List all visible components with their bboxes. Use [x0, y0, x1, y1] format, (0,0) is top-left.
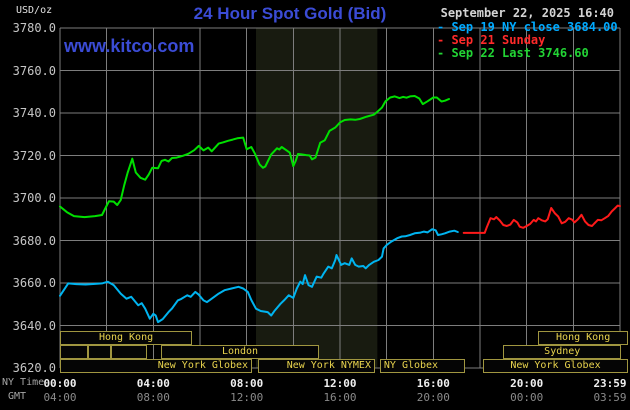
kitco-watermark-link[interactable]: www.kitco.com	[64, 36, 195, 56]
x-tick-gmt: 16:00	[323, 391, 357, 404]
y-axis-label: 3640.0	[12, 318, 56, 333]
x-tick-ny-time: 12:00	[323, 377, 357, 390]
y-axis-label: 3660.0	[12, 276, 56, 290]
legend-item: - Sep 22 Last 3746.60	[437, 46, 589, 60]
session-box-new-york-nymex: New York NYMEX	[258, 359, 375, 373]
x-tick-gmt: 08:00	[136, 391, 170, 404]
legend-item: - Sep 19 NY close 3684.00	[437, 20, 618, 34]
x-tick-gmt: 20:00	[416, 391, 450, 404]
x-tick-gmt: 00:00	[510, 391, 544, 404]
legend-item: - Sep 21 Sunday	[437, 33, 546, 47]
y-axis-label: 3760.0	[12, 63, 56, 78]
session-box-new-york-globex: New York Globex	[60, 359, 253, 373]
series-line-sep-19-ny-close	[59, 228, 459, 324]
x-tick-ny-time: 23:59	[593, 377, 627, 390]
session-box-london: London	[161, 345, 319, 359]
y-axis-label: 3680.0	[12, 233, 56, 248]
x-tick-ny-time: 16:00	[416, 377, 450, 390]
y-axis-label: 3780.0	[12, 21, 56, 35]
gmt-caption: GMT	[8, 391, 27, 402]
y-axis-label: 3740.0	[12, 106, 56, 120]
ny-time-caption: NY Time	[2, 377, 45, 388]
x-tick-ny-time: 00:00	[43, 377, 77, 390]
y-axis-label: 3720.0	[12, 148, 56, 163]
x-tick-ny-time: 20:00	[510, 377, 544, 390]
x-tick-ny-time: 04:00	[136, 377, 170, 390]
x-tick-gmt: 03:59	[593, 391, 627, 404]
session-box-sydney: Sydney	[503, 345, 622, 359]
session-box-hong-kong: Hong Kong	[538, 331, 628, 345]
legend: - Sep 19 NY close 3684.00- Sep 21 Sunday…	[437, 21, 618, 60]
session-box	[60, 345, 88, 359]
session-box-hong-kong: Hong Kong	[60, 331, 193, 345]
session-box	[111, 345, 148, 359]
session-box-new-york-globex: New York Globex	[483, 359, 628, 373]
unit-label: USD/oz	[16, 5, 53, 16]
x-tick-gmt: 04:00	[43, 391, 77, 404]
session-box	[88, 345, 112, 359]
series-line-sep-22-last	[59, 95, 450, 219]
x-tick-gmt: 12:00	[230, 391, 264, 404]
datetime-label: September 22, 2025 16:40	[440, 6, 614, 20]
x-tick-ny-time: 08:00	[230, 377, 264, 390]
session-box-ny-globex: NY Globex	[379, 359, 466, 373]
page-title: 24 Hour Spot Gold (Bid)	[193, 4, 387, 23]
y-axis-label: 3700.0	[12, 191, 56, 205]
y-axis-label: 3620.0	[12, 361, 56, 375]
series-line-sep-21-sunday	[462, 204, 621, 234]
